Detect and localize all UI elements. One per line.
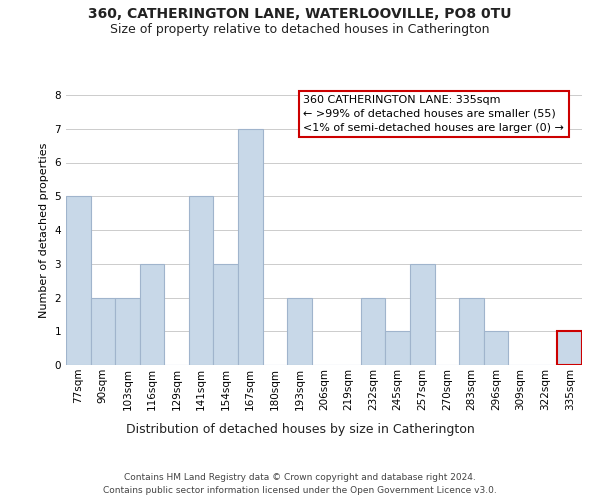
Bar [287, 298, 312, 365]
Bar [115, 298, 140, 365]
Bar [238, 128, 263, 365]
Bar [189, 196, 214, 365]
Bar [484, 331, 508, 365]
Text: Contains public sector information licensed under the Open Government Licence v3: Contains public sector information licen… [103, 486, 497, 495]
Text: 360 CATHERINGTON LANE: 335sqm
← >99% of detached houses are smaller (55)
<1% of : 360 CATHERINGTON LANE: 335sqm ← >99% of … [304, 95, 564, 133]
Bar [459, 298, 484, 365]
Bar [410, 264, 434, 365]
Bar [557, 331, 582, 365]
Bar [140, 264, 164, 365]
Bar [214, 264, 238, 365]
Y-axis label: Number of detached properties: Number of detached properties [39, 142, 49, 318]
Bar [361, 298, 385, 365]
Bar [91, 298, 115, 365]
Text: 360, CATHERINGTON LANE, WATERLOOVILLE, PO8 0TU: 360, CATHERINGTON LANE, WATERLOOVILLE, P… [88, 8, 512, 22]
Bar [385, 331, 410, 365]
Text: Distribution of detached houses by size in Catherington: Distribution of detached houses by size … [125, 422, 475, 436]
Text: Contains HM Land Registry data © Crown copyright and database right 2024.: Contains HM Land Registry data © Crown c… [124, 474, 476, 482]
Bar [66, 196, 91, 365]
Text: Size of property relative to detached houses in Catherington: Size of property relative to detached ho… [110, 22, 490, 36]
